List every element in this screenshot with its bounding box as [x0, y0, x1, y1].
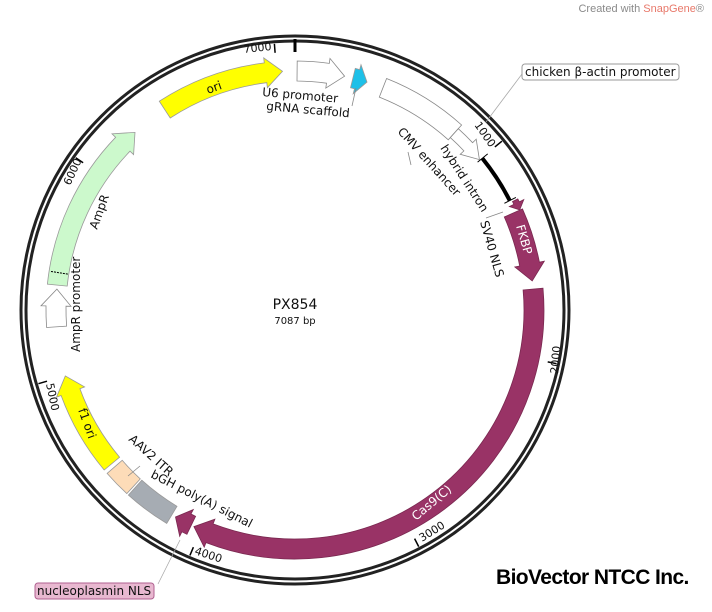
callout-box-npnls: [34, 582, 155, 600]
ampr-dotted-marker: [49, 270, 68, 275]
feature-cas9[interactable]: [193, 287, 545, 560]
feature-intron-end: [504, 196, 517, 204]
tick-label-7000: 7000: [243, 40, 272, 56]
leader-grna: [351, 87, 357, 107]
tick-7000: [273, 43, 276, 53]
leader-cmv: [407, 151, 412, 166]
backbone-outer: [19, 34, 571, 586]
feature-cba[interactable]: [449, 128, 480, 161]
feature-sv40[interactable]: [508, 198, 525, 211]
tick-label-5000: 5000: [43, 382, 62, 412]
feature-npnls[interactable]: [175, 508, 197, 538]
tick-3000: [413, 538, 420, 547]
tick-1000: [494, 140, 503, 148]
tick-label-2000: 2000: [548, 345, 563, 374]
feature-cmv[interactable]: [378, 77, 463, 141]
brand-watermark: BioVector NTCC Inc.: [496, 566, 689, 589]
feature-aav2[interactable]: [106, 459, 141, 495]
label-ampr-promoter: AmpR promoter: [69, 257, 83, 352]
feature-f1ori[interactable]: [55, 375, 121, 471]
leader-npnls: [157, 539, 181, 585]
feature-ampr[interactable]: [46, 131, 136, 287]
label-sv40-nls: SV40 NLS: [477, 219, 507, 279]
feature-ori[interactable]: [158, 57, 284, 119]
features: [40, 57, 546, 560]
tick-5000: [38, 380, 48, 385]
plasmid-name: PX854: [273, 297, 318, 313]
credit-brand: SnapGene: [643, 3, 696, 15]
feature-bgh[interactable]: [127, 479, 178, 524]
feature-intron-end: [477, 153, 489, 163]
leader-aav2: [127, 465, 141, 477]
label-u6-promoter: U6 promoter: [262, 85, 339, 106]
label-chicken-beta-actin-promoter: chicken β-actin promoter: [525, 65, 676, 79]
credit-suffix: ®: [695, 3, 704, 15]
feature-amppro[interactable]: [40, 288, 72, 328]
tick-4000: [189, 546, 195, 556]
snapgene-credit: Created with SnapGene®: [578, 3, 704, 15]
label-nucleoplasmin-nls: nucleoplasmin NLS: [37, 584, 151, 598]
leader-cba: [485, 73, 523, 123]
tick-marks: [38, 43, 557, 556]
leader-sv40: [485, 211, 504, 219]
feature-u6[interactable]: [296, 57, 346, 89]
tick-6000: [75, 157, 84, 164]
feature-intron[interactable]: [480, 157, 512, 202]
feature-fkbp[interactable]: [503, 208, 546, 282]
label-ori: ori: [204, 78, 223, 96]
feature-grna[interactable]: [350, 63, 368, 95]
plasmid-length: 7087 bp: [274, 316, 315, 327]
tick-2000: [547, 361, 557, 365]
credit-prefix: Created with: [578, 3, 644, 15]
callout-box-cba: [521, 63, 680, 81]
